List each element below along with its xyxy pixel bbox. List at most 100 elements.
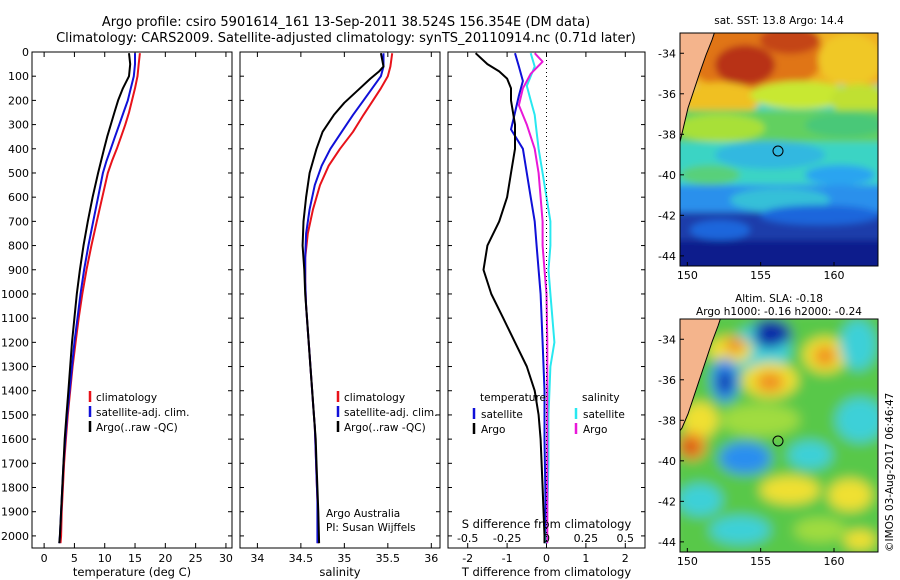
sst-map-argo-marker bbox=[772, 145, 784, 157]
depth-tick-label: 1700 bbox=[1, 457, 29, 470]
s-diff-tick-label: -0.5 bbox=[457, 532, 478, 545]
difference-xtick-label: -2 bbox=[462, 552, 473, 565]
salinity-xtick-label: 35 bbox=[337, 552, 351, 565]
temperature-xtick-label: 25 bbox=[189, 552, 203, 565]
difference-series-line bbox=[510, 52, 547, 544]
legend-label: Argo bbox=[481, 424, 505, 436]
legend-label: Argo(..raw -QC) bbox=[344, 422, 426, 434]
salinity-xtick-label: 34 bbox=[250, 552, 264, 565]
sla-field bbox=[680, 319, 878, 552]
credit-pi: PI: Susan Wijffels bbox=[326, 522, 416, 534]
s-diff-tick-label: 0.25 bbox=[574, 532, 599, 545]
s-diff-tick-label: 0.5 bbox=[617, 532, 635, 545]
legend-label: satellite-adj. clim. bbox=[344, 407, 437, 419]
figure-title-line1: Argo profile: csiro 5901614_161 13-Sep-2… bbox=[102, 15, 590, 30]
sla-map-ytick-label: -42 bbox=[658, 495, 676, 508]
temperature-frame bbox=[31, 51, 233, 549]
sst-map-frame bbox=[679, 32, 879, 267]
sla-map-title: Altim. SLA: -0.18 bbox=[735, 293, 823, 305]
depth-tick-label: 500 bbox=[8, 167, 29, 180]
difference-series-line bbox=[517, 52, 549, 544]
difference-xlabel: T difference from climatology bbox=[461, 565, 632, 579]
sla-map-xtick-label: 150 bbox=[677, 555, 698, 568]
sla-map-xtick-label: 160 bbox=[824, 555, 845, 568]
depth-tick-label: 1600 bbox=[1, 433, 29, 446]
temperature-profile-panel: 0 5 10 15 20 25 300100200300400500600700800900… bbox=[1, 46, 233, 579]
salinity-xtick-label: 36 bbox=[424, 552, 438, 565]
sst-map-panel bbox=[679, 32, 879, 267]
temperature-xtick-label: 10 bbox=[98, 552, 112, 565]
depth-tick-label: 1900 bbox=[1, 506, 29, 519]
depth-tick-label: 100 bbox=[8, 70, 29, 83]
temperature-series-line bbox=[58, 53, 132, 544]
timestamp-stamp: ©IMOS 03-Aug-2017 06:46:47 bbox=[884, 393, 896, 552]
sla-map-ytick-label: -44 bbox=[658, 536, 676, 549]
legend-header-salinity: salinity bbox=[582, 392, 620, 404]
depth-tick-label: 1100 bbox=[1, 312, 29, 325]
sst-map-title: sat. SST: 13.8 Argo: 14.4 bbox=[714, 15, 844, 27]
difference-xtick-label: 1 bbox=[582, 552, 589, 565]
sst-map-ytick-label: -40 bbox=[658, 169, 676, 182]
difference-series-line bbox=[474, 52, 546, 544]
credit-org: Argo Australia bbox=[326, 508, 400, 520]
sst-map-xtick-label: 150 bbox=[677, 269, 698, 282]
difference-series-line bbox=[525, 52, 556, 544]
legend-header-temperature: temperature bbox=[480, 392, 546, 404]
salinity-xlabel: salinity bbox=[319, 565, 360, 579]
difference-xtick-label: 2 bbox=[622, 552, 629, 565]
temperature-xtick-label: 5 bbox=[71, 552, 78, 565]
salinity-xtick-label: 35.5 bbox=[376, 552, 401, 565]
temperature-xlabel: temperature (deg C) bbox=[73, 565, 191, 579]
depth-tick-label: 1200 bbox=[1, 336, 29, 349]
sst-map-land bbox=[680, 33, 715, 144]
salinity-profile-panel: 34 34.5 35 35.5 36 salinity climatology satelli… bbox=[239, 51, 441, 579]
sla-map-land bbox=[680, 319, 721, 432]
sla-map-argo-marker bbox=[772, 435, 784, 447]
depth-tick-label: 1500 bbox=[1, 409, 29, 422]
depth-tick-label: 700 bbox=[8, 215, 29, 228]
legend-label: satellite bbox=[481, 409, 523, 421]
depth-tick-label: 1400 bbox=[1, 385, 29, 398]
depth-tick-label: 1000 bbox=[1, 288, 29, 301]
salinity-xtick-label: 34.5 bbox=[289, 552, 314, 565]
sla-map-subtitle: Argo h1000: -0.16 h2000: -0.24 bbox=[696, 306, 862, 318]
temperature-xtick-label: 15 bbox=[128, 552, 142, 565]
depth-tick-label: 1800 bbox=[1, 482, 29, 495]
depth-tick-label: 300 bbox=[8, 119, 29, 132]
salinity-frame bbox=[239, 51, 441, 549]
difference-xtick-label: -1 bbox=[502, 552, 513, 565]
temperature-xtick-label: 30 bbox=[219, 552, 233, 565]
legend-label: Argo bbox=[583, 424, 607, 436]
sst-map-ytick-label: -34 bbox=[658, 47, 676, 60]
sla-map-xtick-label: 155 bbox=[750, 555, 771, 568]
difference-xtick-label: 0 bbox=[543, 552, 550, 565]
s-diff-tick-label: -0.25 bbox=[493, 532, 521, 545]
temperature-xtick-label: 0 bbox=[41, 552, 48, 565]
temperature-series-line bbox=[59, 53, 141, 544]
temperature-xtick-label: 20 bbox=[158, 552, 172, 565]
salinity-series-line bbox=[301, 53, 385, 544]
sla-map-frame bbox=[679, 318, 879, 553]
sla-map-panel bbox=[679, 318, 879, 553]
depth-tick-label: 0 bbox=[22, 46, 29, 59]
sla-map-ytick-label: -34 bbox=[658, 333, 676, 346]
legend-label: climatology bbox=[344, 392, 405, 404]
depth-tick-label: 800 bbox=[8, 240, 29, 253]
legend-label: satellite bbox=[583, 409, 625, 421]
salinity-series-line bbox=[304, 53, 394, 544]
figure-title-line2: Climatology: CARS2009. Satellite-adjuste… bbox=[56, 31, 636, 46]
sst-map-xtick-label: 155 bbox=[750, 269, 771, 282]
s-diff-xlabel: S difference from climatology bbox=[462, 517, 632, 531]
sla-map-ytick-label: -36 bbox=[658, 374, 676, 387]
legend-label: satellite-adj. clim. bbox=[96, 407, 189, 419]
depth-tick-label: 200 bbox=[8, 94, 29, 107]
s-diff-tick-label: 0 bbox=[543, 532, 550, 545]
sst-map-ytick-label: -36 bbox=[658, 88, 676, 101]
legend-label: climatology bbox=[96, 392, 157, 404]
depth-tick-label: 400 bbox=[8, 143, 29, 156]
sst-map-xtick-label: 160 bbox=[824, 269, 845, 282]
sst-map-ytick-label: -44 bbox=[658, 250, 676, 263]
depth-tick-label: 1300 bbox=[1, 361, 29, 374]
